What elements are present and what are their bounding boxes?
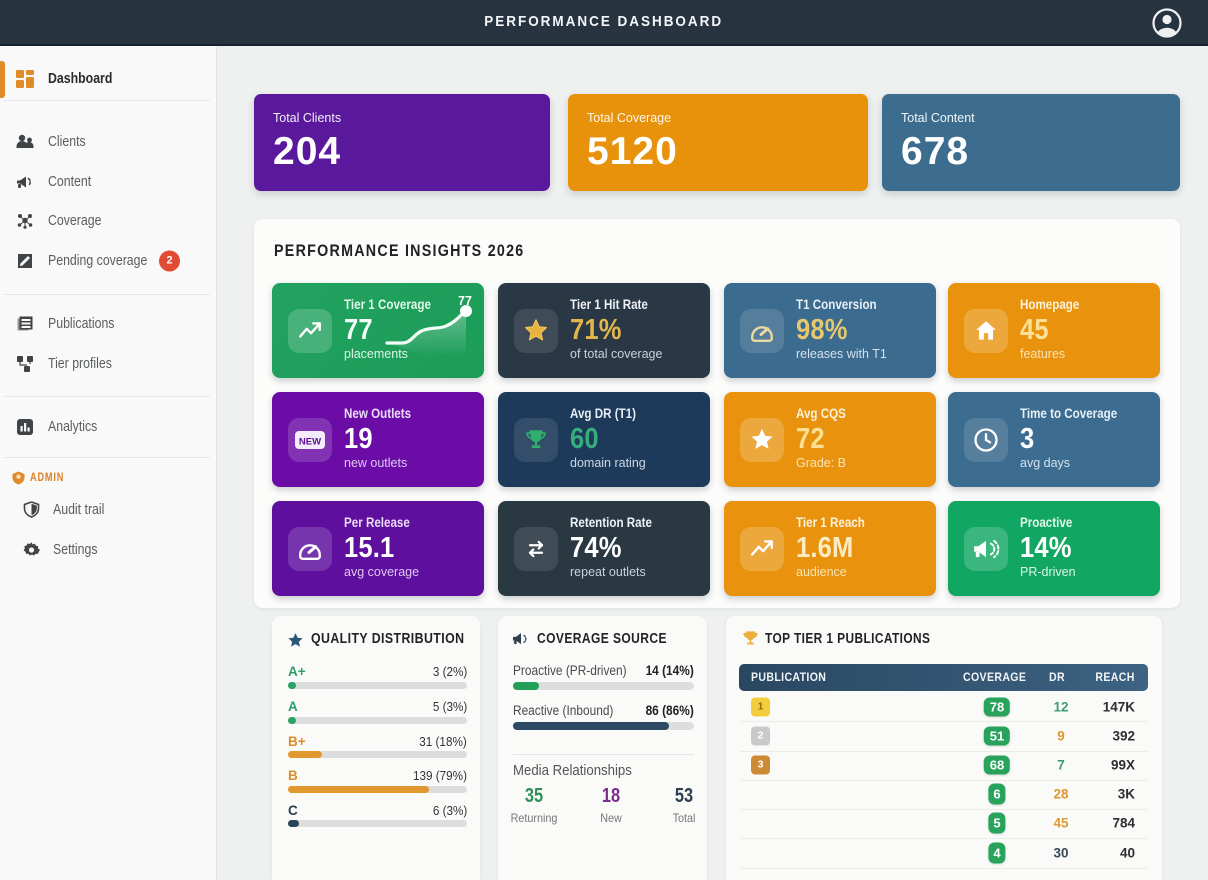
- svg-text:77: 77: [458, 294, 472, 308]
- svg-text:NEW: NEW: [299, 437, 321, 448]
